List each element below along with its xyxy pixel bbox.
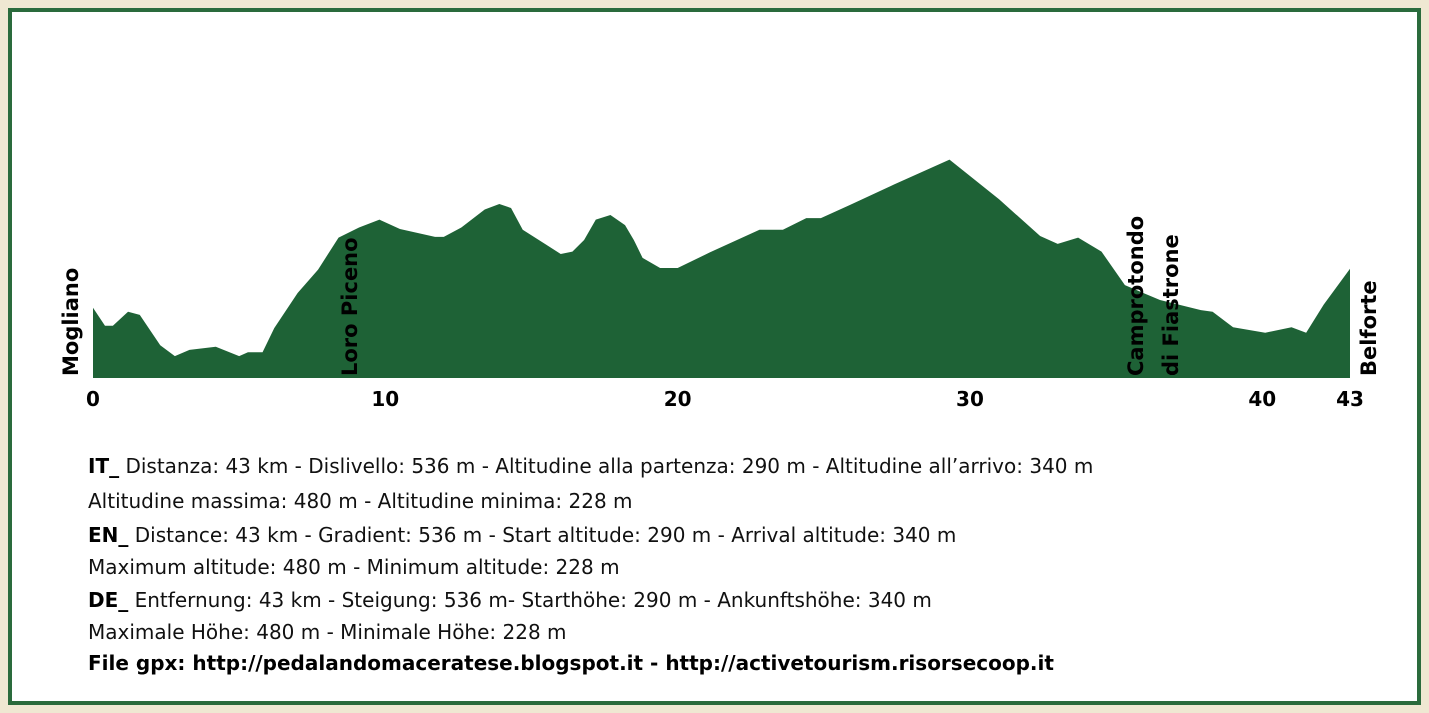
info-line: File gpx: http://pedalandomaceratese.blo… (88, 651, 1054, 675)
info-line: DE_ Entfernung: 43 km - Steigung: 536 m-… (88, 588, 932, 612)
info-bold: DE_ (88, 588, 128, 612)
elevation-area (93, 159, 1350, 378)
info-line: Altitudine massima: 480 m - Altitudine m… (88, 489, 633, 513)
info-text: Distanza: 43 km - Dislivello: 536 m - Al… (119, 454, 1093, 478)
x-tick-label: 40 (1248, 387, 1276, 411)
place-label: Mogliano (59, 268, 83, 376)
info-text: Altitudine massima: 480 m - Altitudine m… (88, 489, 633, 513)
info-line: Maximale Höhe: 480 m - Minimale Höhe: 22… (88, 620, 567, 644)
x-tick-label: 43 (1336, 387, 1364, 411)
place-label: di Fiastrone (1159, 234, 1183, 376)
place-label: Camprotondo (1124, 216, 1148, 376)
info-text: Distance: 43 km - Gradient: 536 m - Star… (128, 523, 956, 547)
info-text: Maximale Höhe: 480 m - Minimale Höhe: 22… (88, 620, 567, 644)
info-line: Maximum altitude: 480 m - Minimum altitu… (88, 555, 620, 579)
x-tick-label: 0 (86, 387, 100, 411)
place-label: Loro Piceno (338, 237, 362, 376)
x-tick-label: 30 (956, 387, 984, 411)
info-text: Maximum altitude: 480 m - Minimum altitu… (88, 555, 620, 579)
place-label: Belforte (1357, 280, 1381, 376)
x-tick-label: 10 (371, 387, 399, 411)
info-text: Entfernung: 43 km - Steigung: 536 m- Sta… (128, 588, 932, 612)
info-bold: EN_ (88, 523, 128, 547)
info-bold: File gpx: http://pedalandomaceratese.blo… (88, 651, 1054, 675)
info-line: EN_ Distance: 43 km - Gradient: 536 m - … (88, 523, 956, 547)
x-tick-label: 20 (664, 387, 692, 411)
info-line: IT_ Distanza: 43 km - Dislivello: 536 m … (88, 454, 1093, 478)
info-bold: IT_ (88, 454, 119, 478)
